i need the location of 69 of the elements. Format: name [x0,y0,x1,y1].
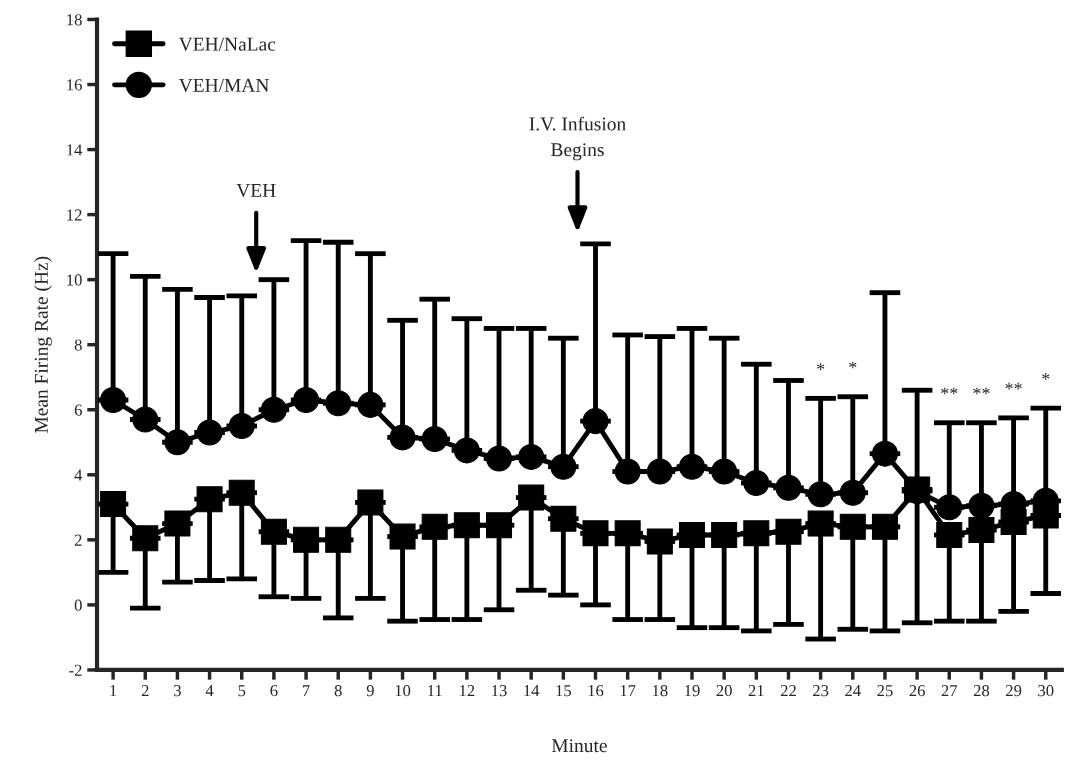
point [132,525,159,552]
x-tick-label: 20 [716,685,732,697]
annotation: ** [1005,382,1022,390]
annotation: * [1042,373,1050,380]
annotation: * [817,363,825,370]
point [518,484,545,511]
point [100,386,127,414]
x-tick-label: 14 [524,685,540,697]
x-tick-label: 1 [110,685,117,697]
point [100,491,127,518]
point [132,406,159,433]
y-tick-label: 2 [74,534,82,546]
y-tick-label: 14 [67,144,83,156]
point [550,505,577,532]
x-tick-label: 21 [748,685,764,697]
point [871,440,898,467]
x-tick-label: 10 [395,685,411,697]
x-tick-label: 11 [428,685,442,697]
y-tick-label: 6 [74,404,82,416]
point [164,510,191,537]
annotation: I.V. Infusion Begins [529,116,626,161]
x-tick-label: 16 [588,685,604,697]
x-tick-label: 19 [685,685,700,697]
x-tick-label: 12 [460,685,475,697]
y-tick-label: 0 [74,599,82,611]
annotation: VEH [236,184,276,198]
x-tick-label: 29 [1005,685,1022,697]
annotation: ** [973,387,990,395]
point [582,408,609,435]
annotation: ** [941,387,958,395]
legend-label: VEH/MAN [178,78,269,92]
y-tick-label: 10 [67,274,82,286]
x-tick-label: 5 [238,685,246,697]
y-tick-label: 4 [74,469,83,481]
x-tick-label: 30 [1038,685,1054,697]
x-tick-label: 18 [652,685,668,697]
x-tick-label: 15 [556,685,572,697]
y-axis-title: Mean Firing Rate (Hz) [34,256,52,433]
y-tick-label: 16 [67,79,82,91]
point [164,429,191,456]
point [550,453,577,480]
annotation: * [849,361,857,369]
x-tick-label: 22 [780,685,796,697]
x-tick-label: 17 [620,685,636,697]
x-axis-title: Minute [551,739,607,753]
x-tick-label: 13 [492,685,507,697]
y-tick-label: 18 [67,14,82,26]
legend-label: VEH/NaLac [178,37,276,51]
point [453,437,480,464]
x-tick-label: 28 [973,685,990,697]
point [260,518,287,545]
x-tick-label: 24 [845,685,861,697]
x-tick-label: 7 [302,685,310,697]
x-tick-label: 8 [334,685,342,697]
x-tick-label: 3 [174,685,181,697]
x-tick-label: 4 [205,685,214,697]
x-tick-label: 27 [941,685,958,697]
point [260,396,287,423]
x-tick-label: 25 [877,685,893,697]
y-tick-label: 12 [67,209,82,221]
x-tick-label: 2 [141,685,149,697]
point [389,523,416,550]
x-tick-label: 9 [366,685,374,697]
point [357,489,384,516]
x-tick-label: 26 [909,685,925,697]
x-tick-label: 6 [270,685,278,697]
x-tick-label: 23 [813,685,829,697]
y-tick-label: -2 [69,664,82,676]
y-tick-label: 8 [74,339,82,351]
